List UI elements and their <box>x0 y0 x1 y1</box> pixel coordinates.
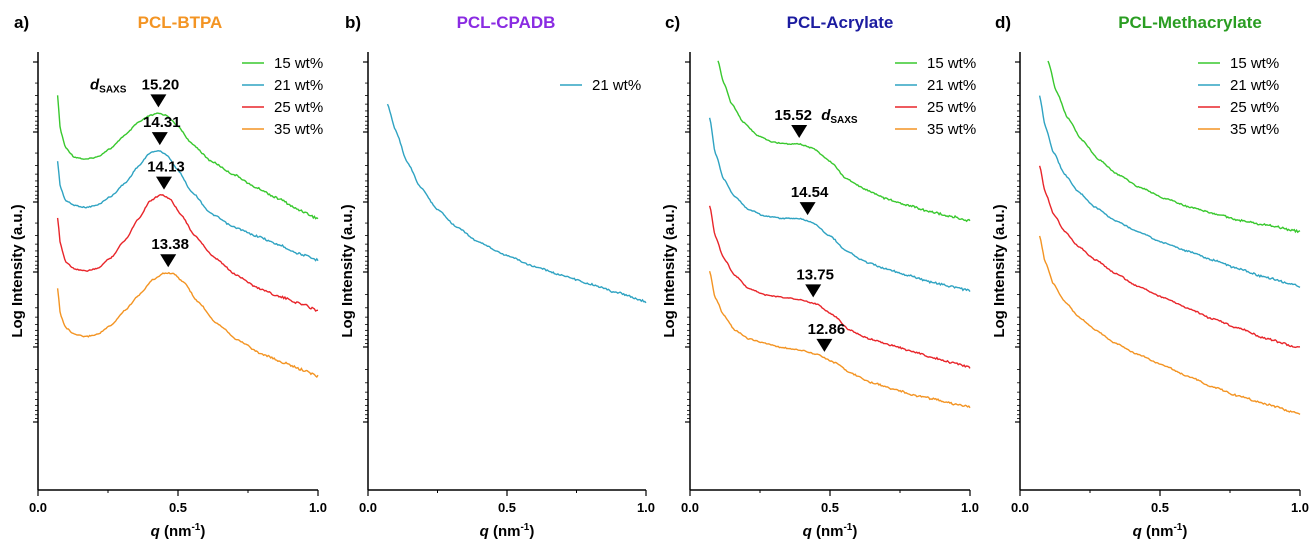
y-axis-label: Log Intensity (a.u.) <box>991 204 1008 337</box>
series-line-35wt <box>1038 235 1301 415</box>
panel-letter: c) <box>665 13 680 32</box>
series-line-15wt <box>717 60 971 223</box>
legend-label: 35 wt% <box>927 121 976 138</box>
peak-marker <box>799 202 816 216</box>
x-tick-label: 0.0 <box>1011 500 1029 515</box>
peak-marker <box>160 254 177 268</box>
peak-label: 13.75 <box>796 266 834 283</box>
series-line-21wt <box>708 117 971 293</box>
legend-label: 21 wt% <box>927 77 976 94</box>
legend-label: 25 wt% <box>927 99 976 116</box>
peak-marker <box>791 124 808 138</box>
peak-label: 13.38 <box>151 236 189 253</box>
x-tick-label: 0.0 <box>359 500 377 515</box>
x-tick-label: 0.0 <box>681 500 699 515</box>
peak-marker <box>805 284 822 298</box>
legend-label: 35 wt% <box>1230 121 1279 138</box>
dsaxs-annotation: dSAXS <box>821 107 858 126</box>
peak-label: 14.54 <box>791 184 829 201</box>
legend-label: 25 wt% <box>1230 99 1279 116</box>
x-axis-label: q (nm-1) <box>803 522 858 540</box>
x-tick-label: 0.5 <box>821 500 839 515</box>
legend-label: 21 wt% <box>274 77 323 94</box>
series-line-25wt <box>1038 165 1301 349</box>
y-axis-label: Log Intensity (a.u.) <box>661 204 678 337</box>
series-line-35wt <box>56 271 319 379</box>
series-line-21wt <box>56 149 319 262</box>
peak-marker <box>150 94 167 108</box>
x-axis-label: q (nm-1) <box>1133 522 1188 540</box>
legend-label: 15 wt% <box>274 55 323 72</box>
x-axis-label: q (nm-1) <box>151 522 206 540</box>
legend: 21 wt% <box>560 77 641 94</box>
dsaxs-annotation: dSAXS <box>90 76 127 95</box>
y-axis-label: Log Intensity (a.u.) <box>9 204 26 337</box>
peak-label: 15.20 <box>142 76 180 93</box>
legend: 15 wt% 21 wt% 25 wt% 35 wt% <box>242 55 323 138</box>
peak-label: 14.13 <box>147 159 185 176</box>
peak-marker <box>156 176 172 190</box>
series-line-21wt <box>1038 95 1301 289</box>
legend-label: 25 wt% <box>274 99 323 116</box>
series-line-15wt <box>1047 60 1301 234</box>
peak-label: 14.31 <box>143 114 181 131</box>
legend-label: 15 wt% <box>927 55 976 72</box>
x-tick-label: 1.0 <box>637 500 655 515</box>
series-line-35wt <box>708 271 971 409</box>
legend-label: 15 wt% <box>1230 55 1279 72</box>
peak-label: 12.86 <box>808 321 846 338</box>
chart-panel-4: d) PCL-Methacrylate 0.0 0.5 1.0 q (nm-1) Log I… <box>991 13 1309 540</box>
legend: 15 wt% 21 wt% 25 wt% 35 wt% <box>895 55 976 138</box>
legend-label: 35 wt% <box>274 121 323 138</box>
series-line-25wt <box>708 205 971 369</box>
panel-title: PCL-CPADB <box>457 13 556 32</box>
series-line-15wt <box>56 95 319 220</box>
x-tick-label: 0.0 <box>29 500 47 515</box>
chart-panel-3: c) PCL-Acrylate 0.0 0.5 1.0 q (nm-1) Log Inten… <box>661 13 979 540</box>
peak-label: 15.52 <box>774 107 812 124</box>
y-axis-label: Log Intensity (a.u.) <box>339 204 356 337</box>
chart-panel-1: a) PCL-BTPA 0.0 0.5 1.0 q (nm-1) Log Intensity… <box>9 13 327 540</box>
x-tick-label: 0.5 <box>498 500 516 515</box>
panel-letter: d) <box>995 13 1011 32</box>
series-line-21wt <box>386 103 647 304</box>
legend: 15 wt% 21 wt% 25 wt% 35 wt% <box>1198 55 1279 138</box>
panel-title: PCL-Methacrylate <box>1118 13 1262 32</box>
x-tick-label: 0.5 <box>169 500 187 515</box>
chart-panel-2: b) PCL-CPADB 0.0 0.5 1.0 q (nm-1) Log Intensit… <box>339 13 655 540</box>
x-tick-label: 1.0 <box>309 500 327 515</box>
x-tick-label: 1.0 <box>961 500 979 515</box>
peak-marker <box>151 132 168 146</box>
panel-letter: b) <box>345 13 361 32</box>
legend-label: 21 wt% <box>592 77 641 94</box>
panel-title: PCL-Acrylate <box>787 13 894 32</box>
panel-letter: a) <box>14 13 29 32</box>
panel-title: PCL-BTPA <box>138 13 223 32</box>
series-line-25wt <box>56 193 319 312</box>
legend-label: 21 wt% <box>1230 77 1279 94</box>
x-axis-label: q (nm-1) <box>480 522 535 540</box>
x-tick-label: 0.5 <box>1151 500 1169 515</box>
x-tick-label: 1.0 <box>1291 500 1309 515</box>
peak-marker <box>816 338 833 352</box>
